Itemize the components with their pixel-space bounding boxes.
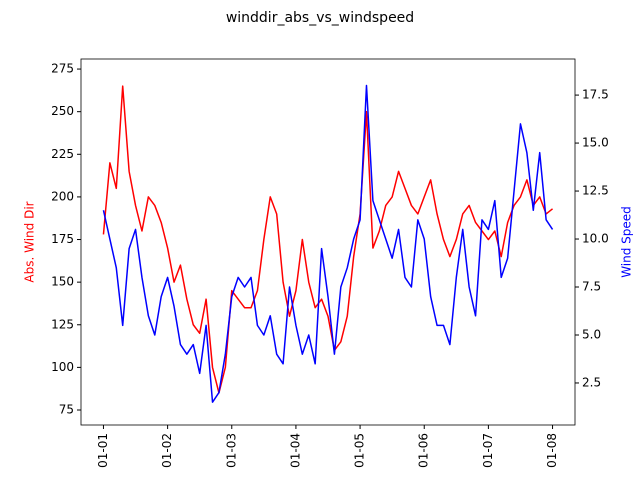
y-tick-label: 225	[51, 147, 74, 161]
x-tick-label: 01-02	[160, 433, 174, 468]
chart-title: winddir_abs_vs_windspeed	[226, 10, 414, 26]
y-tick-label: 175	[51, 232, 74, 246]
y-tick-label: 125	[51, 317, 74, 331]
y-tick-label: 250	[51, 104, 74, 118]
x-tick-label: 01-07	[481, 433, 495, 468]
x-tick-label: 01-04	[288, 433, 302, 468]
y2-tick-label: 5.0	[582, 327, 601, 341]
x-tick-label: 01-01	[96, 433, 110, 468]
y-tick-label: 75	[59, 402, 74, 416]
data-line	[102, 84, 554, 403]
y2-axis-label: Wind Speed	[620, 206, 634, 278]
y-axis-label: Abs. Wind Dir	[23, 201, 37, 282]
y-tick-label: 200	[51, 189, 74, 203]
y-tick-label: 100	[51, 360, 74, 374]
y-tick-label: 275	[51, 62, 74, 76]
y2-tick-label: 12.5	[582, 184, 609, 198]
y2-tick-label: 7.5	[582, 280, 601, 294]
y2-tick-label: 10.0	[582, 232, 609, 246]
y-tick-label: 150	[51, 275, 74, 289]
y2-tick-label: 15.0	[582, 136, 609, 150]
x-tick-label: 01-06	[417, 433, 431, 468]
y2-tick-label: 17.5	[582, 88, 609, 102]
plot-frame	[80, 58, 576, 426]
data-line	[102, 85, 554, 394]
x-tick-label: 01-05	[353, 433, 367, 468]
x-tick-label: 01-08	[545, 433, 559, 468]
x-tick-label: 01-03	[224, 433, 238, 468]
y2-tick-label: 2.5	[582, 375, 601, 389]
